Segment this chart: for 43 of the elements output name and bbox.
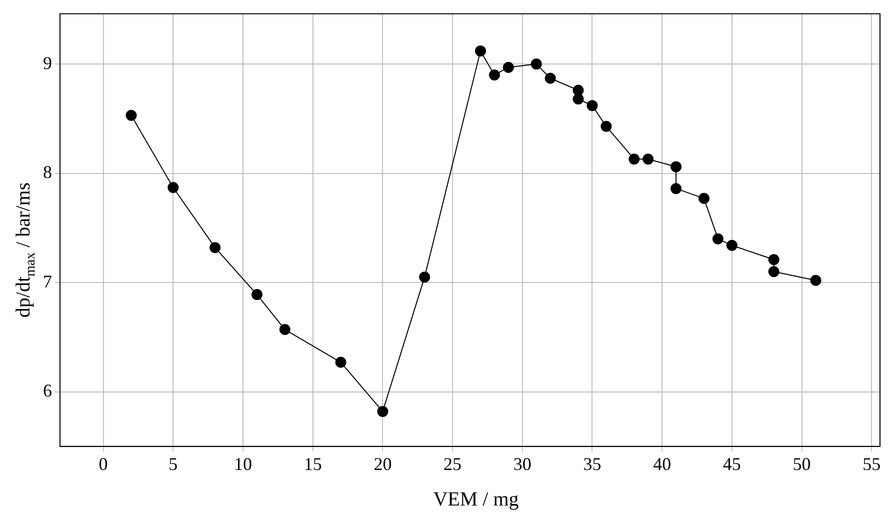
point xyxy=(642,154,654,165)
y-tick-label: 9 xyxy=(43,52,52,73)
point xyxy=(600,120,612,132)
point xyxy=(279,324,290,336)
point xyxy=(810,274,822,286)
point xyxy=(377,406,388,417)
point xyxy=(670,183,682,194)
y-tick-label: 8 xyxy=(43,162,52,182)
point xyxy=(210,242,221,254)
point xyxy=(488,69,500,80)
point xyxy=(726,240,738,251)
point xyxy=(419,272,430,283)
x-tick-label: 30 xyxy=(513,454,532,474)
point xyxy=(530,58,542,70)
x-tick-label: 35 xyxy=(583,454,602,474)
point xyxy=(670,161,682,172)
x-tick-label: 0 xyxy=(98,454,108,474)
x-tick-label: 45 xyxy=(722,454,741,474)
y-tick-label: 6 xyxy=(43,380,52,401)
x-axis-title: VEM / mg xyxy=(433,488,519,512)
point xyxy=(628,154,640,165)
x-tick-label: 25 xyxy=(444,454,462,474)
point xyxy=(586,100,598,112)
point xyxy=(698,192,710,204)
point xyxy=(768,266,780,278)
point xyxy=(168,182,179,193)
x-tick-label: 40 xyxy=(653,454,672,474)
x-tick-label: 5 xyxy=(168,454,178,474)
point xyxy=(544,72,556,84)
x-tick-label: 15 xyxy=(304,454,322,474)
point xyxy=(502,62,514,73)
point xyxy=(572,94,584,105)
y-tick-label: 7 xyxy=(43,271,52,292)
point xyxy=(712,233,724,244)
point xyxy=(126,110,137,121)
x-tick-label: 10 xyxy=(234,454,252,474)
x-tick-label: 55 xyxy=(862,454,881,474)
point xyxy=(768,254,780,266)
point xyxy=(335,356,346,368)
x-tick-label: 50 xyxy=(792,454,811,474)
point xyxy=(474,45,486,56)
x-tick-label: 20 xyxy=(374,454,392,474)
point xyxy=(251,289,262,300)
